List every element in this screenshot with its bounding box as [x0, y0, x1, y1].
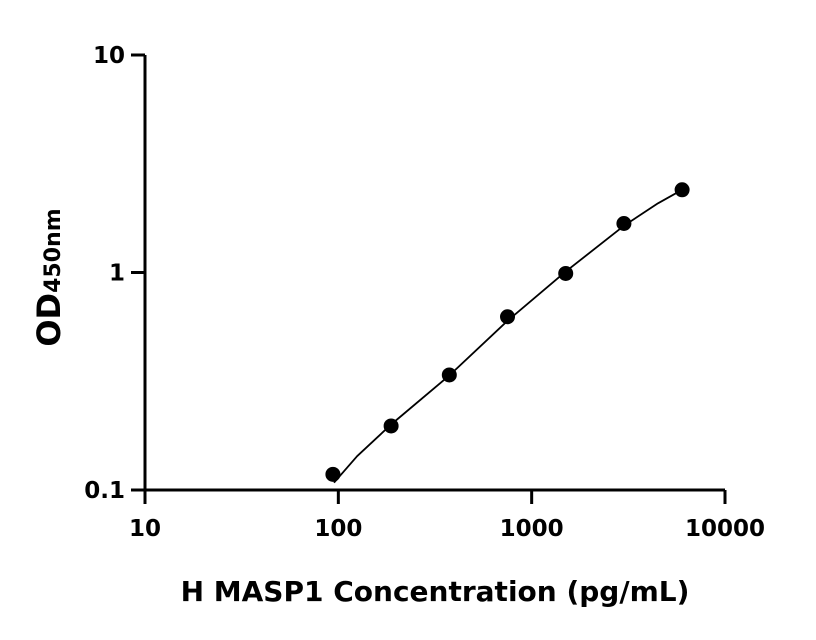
y-tick-label: 10: [93, 43, 125, 69]
x-tick-label: 1000: [500, 516, 564, 542]
x-tick-label: 100: [314, 516, 362, 542]
data-point: [441, 367, 457, 383]
data-point: [325, 466, 341, 482]
fit-curve: [333, 189, 683, 484]
data-point: [674, 182, 690, 198]
x-tick-label: 10000: [685, 516, 765, 542]
y-tick-label: 0.1: [84, 478, 125, 504]
data-points-group: [325, 182, 690, 482]
data-point: [616, 215, 632, 231]
y-axis-title-subscript: 450nm: [41, 208, 66, 293]
fit-curve-group: [333, 189, 683, 484]
data-point: [383, 418, 399, 434]
y-tick-label: 1: [109, 261, 125, 287]
axes: 10 100 1000 10000 0.1 1 10: [84, 43, 765, 542]
data-point: [558, 265, 574, 281]
data-point: [500, 309, 516, 325]
y-axis-title: OD450nm: [30, 208, 68, 346]
x-axis-title: H MASP1 Concentration (pg/mL): [181, 575, 690, 608]
x-tick-label: 10: [129, 516, 161, 542]
y-axis-title-main: OD: [30, 293, 68, 347]
